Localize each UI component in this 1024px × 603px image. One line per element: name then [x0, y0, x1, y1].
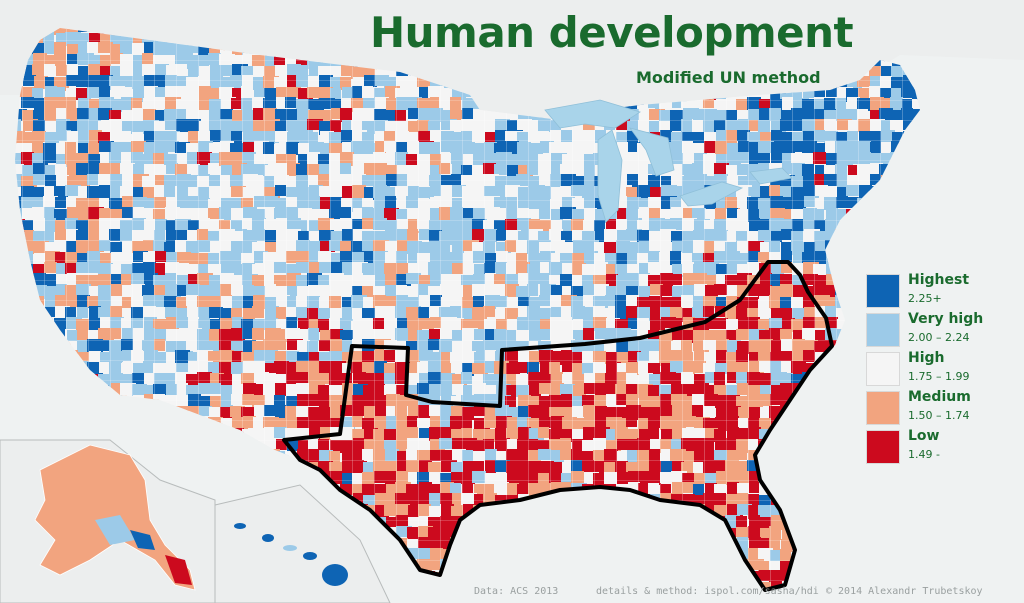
legend-range: 1.49 - — [908, 448, 940, 461]
map-title: Human development — [370, 8, 854, 57]
legend-label: Low — [908, 428, 940, 444]
south-region-outline — [282, 260, 834, 592]
legend-label: Medium — [908, 389, 971, 405]
great-lakes — [544, 99, 793, 223]
legend-swatch-very-high — [866, 313, 900, 347]
legend-label: Very high — [908, 311, 984, 327]
footer-details: details & method: ispol.com/sasha/hdi — [596, 586, 819, 597]
legend-label: High — [908, 350, 945, 366]
footer-credit: © 2014 Alexandr Trubetskoy — [826, 586, 983, 597]
legend-item-medium: Medium 1.50 – 1.74 — [866, 389, 1016, 428]
legend-range: 2.25+ — [908, 292, 942, 305]
legend-range: 2.00 – 2.24 — [908, 331, 970, 344]
legend-item-very-high: Very high 2.00 – 2.24 — [866, 311, 1016, 350]
legend-swatch-low — [866, 430, 900, 464]
legend-swatch-high — [866, 352, 900, 386]
legend-range: 1.50 – 1.74 — [908, 409, 970, 422]
hawaii-islands — [234, 523, 348, 586]
legend-item-low: Low 1.49 - — [866, 428, 1016, 467]
legend-label: Highest — [908, 272, 970, 288]
legend-item-high: High 1.75 – 1.99 — [866, 350, 1016, 389]
footer-source: Data: ACS 2013 — [474, 586, 559, 597]
map-subtitle: Modified UN method — [636, 68, 821, 87]
legend-range: 1.75 – 1.99 — [908, 370, 970, 383]
legend-swatch-highest — [866, 274, 900, 308]
legend: Highest 2.25+ Very high 2.00 – 2.24 High… — [866, 272, 1016, 467]
canada-land — [0, 0, 1024, 120]
legend-swatch-medium — [866, 391, 900, 425]
legend-item-highest: Highest 2.25+ — [866, 272, 1016, 311]
